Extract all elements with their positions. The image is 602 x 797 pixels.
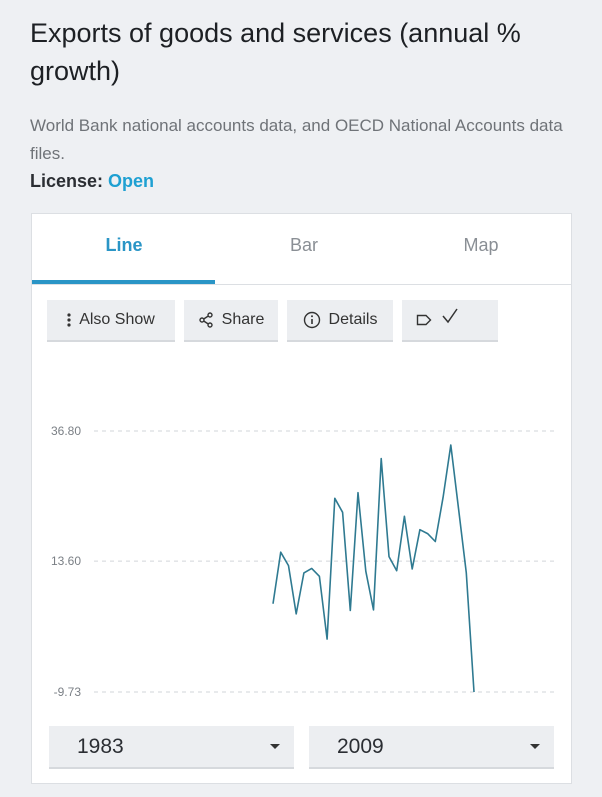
y-tick-label: 13.60: [51, 554, 81, 568]
line-chart: 36.80 13.60 -9.73: [51, 424, 554, 699]
data-source: World Bank national accounts data, and O…: [30, 116, 563, 163]
data-point[interactable]: [372, 608, 376, 612]
start-year-value: 1983: [77, 735, 124, 758]
y-tick-label: -9.73: [54, 685, 82, 699]
also-show-label: Also Show: [79, 311, 155, 328]
data-point[interactable]: [333, 496, 337, 500]
start-year-select[interactable]: 1983: [49, 726, 294, 769]
info-icon: [303, 311, 320, 329]
data-point[interactable]: [279, 550, 283, 554]
details-label: Details: [328, 311, 378, 328]
data-point[interactable]: [348, 608, 352, 612]
share-icon: [198, 312, 213, 328]
data-point[interactable]: [387, 555, 391, 559]
data-point[interactable]: [356, 491, 360, 495]
data-point[interactable]: [302, 571, 306, 575]
tag-icon: [416, 314, 432, 326]
chart-card: Line Bar Map Also Show Share Details 36.…: [31, 213, 572, 784]
data-point[interactable]: [317, 574, 321, 578]
data-point[interactable]: [271, 602, 275, 606]
end-year-select[interactable]: 2009: [309, 726, 554, 769]
data-point[interactable]: [395, 569, 399, 573]
data-point[interactable]: [364, 569, 368, 573]
data-point[interactable]: [325, 637, 329, 641]
series-line: [272, 444, 475, 693]
data-point[interactable]: [426, 532, 430, 536]
data-point[interactable]: [449, 443, 453, 447]
y-tick-label: 36.80: [51, 424, 81, 438]
license-link[interactable]: Open: [108, 171, 155, 191]
also-show-button[interactable]: Also Show: [47, 300, 175, 342]
chart-type-tabs: Line Bar Map: [32, 214, 571, 285]
data-point[interactable]: [379, 456, 383, 460]
data-point[interactable]: [472, 690, 476, 694]
data-point[interactable]: [457, 506, 461, 510]
label-toggle-button[interactable]: [402, 300, 498, 342]
active-tab-indicator: [32, 280, 215, 284]
data-point[interactable]: [286, 564, 290, 568]
data-point[interactable]: [464, 571, 468, 575]
data-point[interactable]: [433, 540, 437, 544]
page-title: Exports of goods and services (annual % …: [30, 18, 521, 86]
data-point[interactable]: [402, 514, 406, 518]
share-button[interactable]: Share: [184, 300, 278, 342]
end-year-value: 2009: [337, 735, 384, 758]
data-point[interactable]: [410, 567, 414, 571]
checkmark-icon: [442, 308, 458, 324]
tab-line[interactable]: Line: [105, 235, 143, 255]
data-point[interactable]: [418, 528, 422, 532]
tab-map[interactable]: Map: [463, 235, 499, 255]
data-point[interactable]: [341, 510, 345, 514]
chevron-down-icon: [270, 744, 280, 749]
kebab-icon: [67, 313, 71, 327]
chevron-down-icon: [530, 744, 540, 749]
license: License: Open: [30, 171, 154, 192]
data-point[interactable]: [294, 612, 298, 616]
data-point[interactable]: [310, 566, 314, 570]
tab-bar[interactable]: Bar: [289, 235, 318, 255]
details-button[interactable]: Details: [287, 300, 393, 342]
share-label: Share: [221, 311, 265, 328]
license-label: License:: [30, 171, 104, 191]
data-point[interactable]: [441, 495, 445, 499]
